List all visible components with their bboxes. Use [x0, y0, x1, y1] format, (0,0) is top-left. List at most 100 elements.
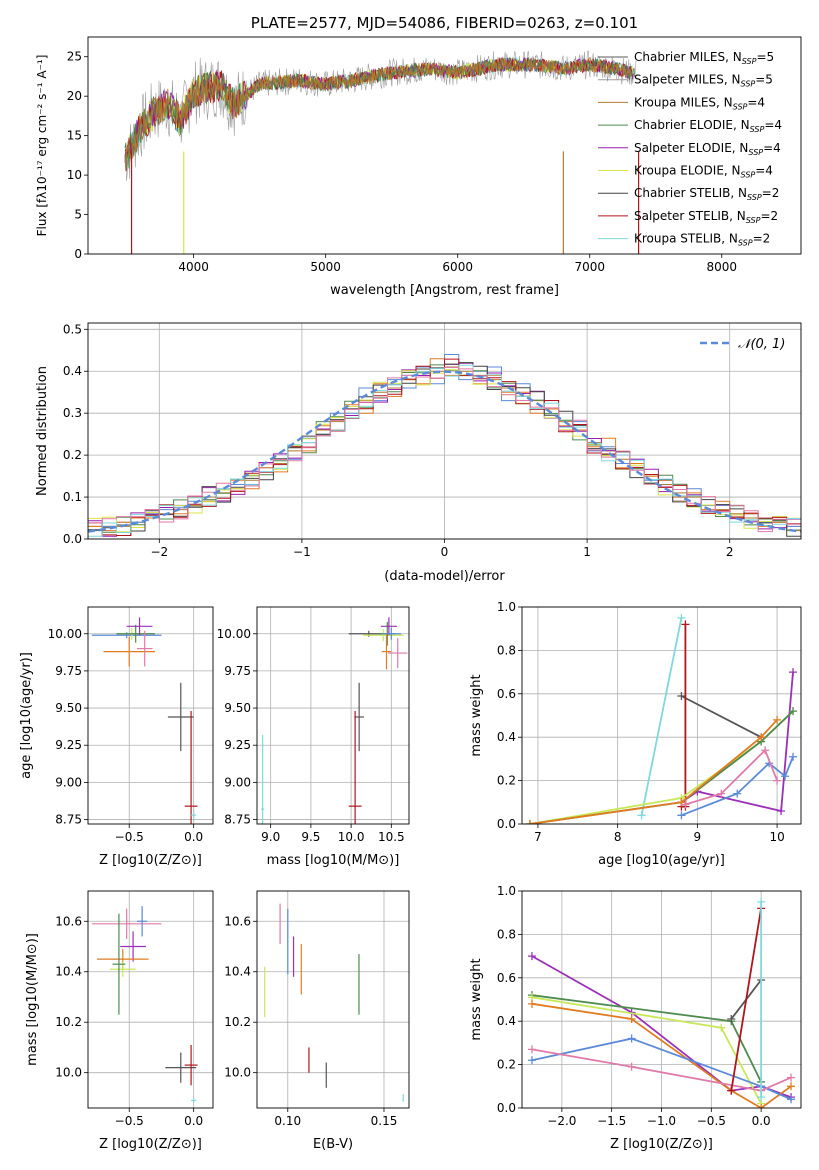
x-tick-label: 0.0 [184, 1114, 203, 1128]
weight-marker [777, 806, 786, 815]
x-tick-label: −1.0 [647, 1114, 676, 1128]
x-tick-label: 10 [769, 830, 784, 844]
y-tick-label: 10.2 [55, 1015, 82, 1029]
plot-frame [521, 606, 802, 825]
weight-marker [789, 668, 798, 677]
weight-marker [727, 1086, 736, 1095]
plot-massweight_vs_age: 7 8 9 10 0.0 0.2 0.4 0.6 0.8 1.0 age [log10(age/yr… [469, 600, 802, 868]
x-tick-label: 7 [534, 830, 542, 844]
y-tick-label: 9.50 [224, 701, 251, 715]
y-tick-label: 8.75 [55, 813, 82, 827]
y-tick-label: 20 [67, 89, 82, 103]
spectrum-line [124, 56, 632, 172]
legend-entry: Chabrier ELODIE, NSSP=4 [634, 118, 782, 134]
legend-entry: Chabrier STELIB, NSSP=2 [634, 186, 779, 202]
y-tick-label: 10.6 [224, 914, 251, 928]
weight-marker [637, 811, 646, 820]
weight-marker [627, 1034, 636, 1043]
x-axis-label: E(B-V) [313, 1137, 353, 1152]
x-axis-label: mass [log10(M/M⊙)] [267, 853, 400, 868]
x-tick-label: 2 [726, 545, 734, 559]
y-tick-label: 1.0 [497, 600, 516, 614]
x-tick-label: 0.0 [184, 830, 203, 844]
y-tick-label: 0.2 [497, 1058, 516, 1072]
y-tick-label: 10.00 [217, 627, 251, 641]
weight-marker [787, 1095, 796, 1104]
y-tick-label: 10.0 [55, 1066, 82, 1080]
y-tick-label: 9.25 [224, 738, 251, 752]
histograms [88, 354, 801, 539]
weight-marker [677, 811, 686, 820]
y-tick-label: 10.2 [224, 1015, 251, 1029]
plot-frame [87, 322, 802, 540]
weight-marker [527, 999, 536, 1008]
y-tick-label: 0.6 [497, 687, 516, 701]
weight-marker [525, 820, 534, 824]
y-tick-label: 9.00 [224, 775, 251, 789]
y-tick-label: 0.1 [63, 490, 82, 504]
legend-entry: Kroupa STELIB, NSSP=2 [634, 232, 770, 248]
y-tick-label: 9.25 [55, 738, 82, 752]
y-axis-label: mass [log10(M/M⊙)] [25, 933, 40, 1066]
x-tick-label: −2.0 [547, 1114, 576, 1128]
weight-marker [717, 1023, 726, 1032]
weight-lines [527, 897, 796, 1108]
weight-marker [733, 789, 742, 798]
error-bars [91, 906, 198, 1103]
y-tick-label: 15 [67, 129, 82, 143]
gaussian-curve [88, 370, 801, 533]
x-tick-label: 5000 [310, 260, 341, 274]
y-tick-label: 10.4 [55, 965, 82, 979]
x-tick-label: −0.5 [115, 1114, 144, 1128]
plot-mass_vs_ebv: 0.10 0.15 10.0 10.2 10.4 10.6 E(B-V) [224, 890, 410, 1152]
y-tick-label: 0.4 [497, 1014, 516, 1028]
weight-marker [681, 620, 690, 629]
x-tick-label: 4000 [178, 260, 209, 274]
y-axis-label: age [log10(age/yr)] [19, 652, 34, 779]
x-tick-label: −1.5 [597, 1114, 626, 1128]
plot-spectrum: 4000 5000 6000 7000 8000 0 5 10 15 20 25 wavelength… [35, 36, 802, 298]
weight-marker [773, 715, 782, 724]
plot-frame [256, 606, 410, 825]
y-tick-label: 0.2 [63, 448, 82, 462]
x-axis-label: (data-model)/error [384, 569, 505, 584]
y-axis-label: Flux [fλ10⁻¹⁷ erg cm⁻² s⁻¹ A⁻¹] [35, 55, 49, 237]
weight-marker [757, 1093, 766, 1102]
y-tick-label: 0.2 [497, 774, 516, 788]
weight-marker [757, 1104, 766, 1108]
plot-mass_vs_Z: −0.5 0.0 10.0 10.2 10.4 10.6 Z [log10(Z/Z⊙)] ma… [25, 890, 214, 1152]
weight-marker [787, 1082, 796, 1091]
weight-series [640, 617, 683, 816]
weight-marker [677, 613, 686, 622]
y-tick-label: 0.0 [497, 817, 516, 831]
x-tick-label: −1 [293, 545, 311, 559]
weight-series [680, 695, 762, 738]
plot-massweight_vs_Z: −2.0 −1.5 −1.0 −0.5 0.0 0.0 0.2 0.4 0.6 0.8 1.0 Z [… [469, 884, 802, 1152]
x-tick-label: 0.10 [274, 1114, 301, 1128]
legend: Chabrier MILES, NSSP=5 Salpeter MILES, NS… [598, 50, 782, 248]
x-axis-label: age [log10(age/yr)] [598, 853, 725, 868]
y-tick-label: 0.5 [63, 322, 82, 336]
x-tick-label: 6000 [442, 260, 473, 274]
y-axis-label: mass weight [469, 958, 484, 1040]
y-tick-label: 8.75 [224, 813, 251, 827]
weight-marker [527, 952, 536, 961]
plot-frame [87, 606, 214, 825]
error-bars [261, 617, 408, 824]
x-tick-label: 0.0 [752, 1114, 771, 1128]
weight-marker [627, 1062, 636, 1071]
weight-marker [527, 1056, 536, 1065]
y-tick-label: 10.6 [55, 914, 82, 928]
plot-frame [87, 890, 214, 1109]
x-tick-label: 0 [441, 545, 449, 559]
y-axis-label: mass weight [469, 674, 484, 756]
y-tick-label: 0 [74, 247, 82, 261]
x-tick-label: 10.5 [378, 830, 405, 844]
x-tick-label: 9.0 [261, 830, 280, 844]
weight-series [681, 624, 687, 808]
error-bars [264, 903, 404, 1102]
y-tick-label: 25 [67, 50, 82, 64]
error-bars [91, 617, 198, 824]
weight-lines [525, 613, 798, 824]
